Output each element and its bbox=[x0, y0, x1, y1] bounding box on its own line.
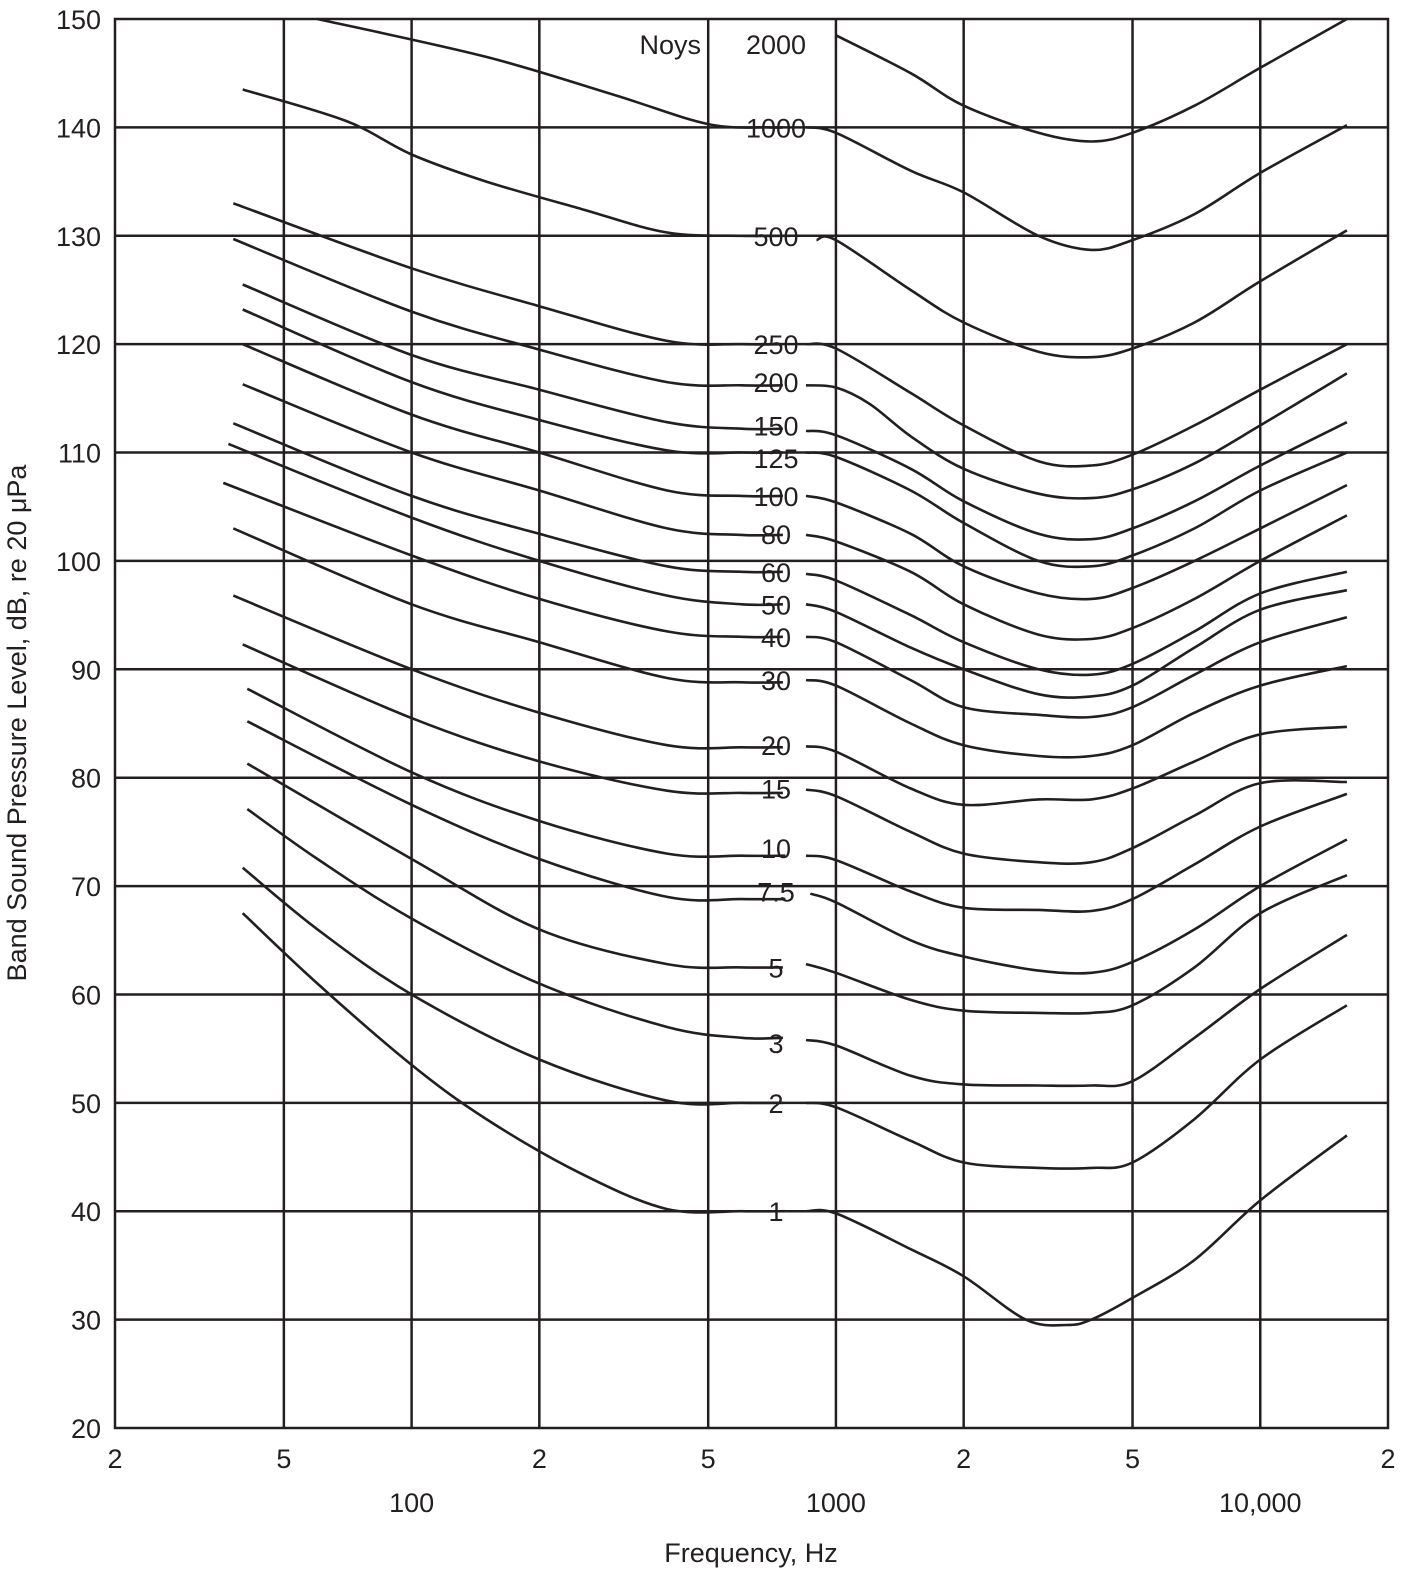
noy-curve-left-80 bbox=[242, 383, 783, 537]
y-tick-label: 110 bbox=[58, 439, 101, 469]
curve-label-15: 15 bbox=[761, 775, 791, 805]
noy-curve-left-7_5 bbox=[246, 720, 786, 902]
noy-curve-right-150 bbox=[805, 421, 1348, 541]
y-tick-label: 80 bbox=[71, 764, 101, 794]
curve-label-100: 100 bbox=[753, 482, 798, 512]
y-tick-label: 100 bbox=[56, 547, 101, 577]
noy-curve-right-100 bbox=[805, 483, 1348, 601]
curve-label-20: 20 bbox=[761, 731, 791, 761]
noy-curve-right-50 bbox=[805, 588, 1348, 699]
curve-label-1: 1 bbox=[768, 1197, 783, 1227]
curve-label-125: 125 bbox=[753, 444, 798, 474]
y-tick-label: 30 bbox=[71, 1306, 101, 1336]
noy-curve-right-60 bbox=[805, 570, 1348, 677]
noy-curve-left-60 bbox=[232, 422, 783, 574]
noy-curve-left-20 bbox=[232, 594, 783, 750]
noy-curve-right-80 bbox=[805, 514, 1348, 641]
x-tick-label: 2 bbox=[956, 1444, 971, 1474]
curve-label-40: 40 bbox=[761, 623, 791, 653]
y-tick-label: 40 bbox=[71, 1197, 101, 1227]
x-tick-label: 2 bbox=[532, 1444, 547, 1474]
curve-label-5: 5 bbox=[768, 953, 783, 983]
noy-curve-left-250 bbox=[232, 202, 783, 346]
noy-curve-right-200 bbox=[805, 372, 1348, 500]
y-tick-label: 70 bbox=[71, 872, 101, 902]
noy-curve-right-5 bbox=[805, 874, 1348, 1015]
noy-curve-left-1 bbox=[241, 912, 786, 1214]
y-tick-label: 90 bbox=[71, 655, 101, 685]
y-tick-label: 120 bbox=[56, 330, 101, 360]
curve-label-10: 10 bbox=[761, 834, 791, 864]
y-tick-label: 140 bbox=[56, 113, 101, 143]
noy-curve-left-15 bbox=[242, 643, 783, 795]
plot-frame bbox=[113, 17, 1390, 1430]
x-tick-label: 5 bbox=[276, 1444, 291, 1474]
curve-label-200: 200 bbox=[753, 368, 798, 398]
noy-curve-left-150 bbox=[242, 283, 783, 431]
y-axis-ticks: 20 30 40 50 60 70 80 90 100 110 120 130 140 150 bbox=[56, 5, 101, 1444]
x-tick-label: 5 bbox=[1125, 1444, 1140, 1474]
x-tick-label: 2 bbox=[107, 1444, 122, 1474]
noy-curve-left-200 bbox=[232, 237, 783, 388]
curve-label-50: 50 bbox=[761, 590, 791, 620]
noy-curve-right-500 bbox=[816, 229, 1348, 359]
noy-curve-right-125 bbox=[805, 451, 1348, 569]
noy-curve-right-250 bbox=[805, 342, 1348, 468]
noy-curve-right-20 bbox=[805, 725, 1348, 807]
curve-label-7_5: 7.5 bbox=[757, 877, 795, 907]
noy-curve-left-10 bbox=[246, 687, 786, 859]
x-axis-ticks: 2 5 2 5 2 5 2 100 1000 10,000 bbox=[107, 1444, 1395, 1518]
legend-title: Noys bbox=[639, 30, 701, 60]
noy-curve-right-3 bbox=[805, 933, 1348, 1088]
curve-label-60: 60 bbox=[761, 558, 791, 588]
noy-curves bbox=[222, 17, 1348, 1327]
noy-curve-right-2 bbox=[805, 1004, 1348, 1170]
curve-label-1000: 1000 bbox=[746, 113, 806, 143]
curve-label-2: 2 bbox=[768, 1089, 783, 1119]
noy-curve-right-1000 bbox=[805, 124, 1348, 252]
noy-curve-left-40 bbox=[222, 481, 783, 639]
x-decade-label: 100 bbox=[389, 1488, 434, 1518]
y-axis-title: Band Sound Pressure Level, dB, re 20 μPa bbox=[2, 464, 32, 982]
noy-curve-left-2 bbox=[241, 866, 783, 1106]
y-tick-label: 20 bbox=[71, 1414, 101, 1444]
x-decade-label: 1000 bbox=[806, 1488, 866, 1518]
noy-curve-right-7_5 bbox=[809, 838, 1348, 975]
x-axis-title: Frequency, Hz bbox=[664, 1538, 838, 1568]
noy-curve-left-30 bbox=[232, 527, 783, 684]
noy-curve-left-50 bbox=[227, 442, 783, 607]
noy-curve-right-2000 bbox=[835, 17, 1348, 143]
curve-label-500: 500 bbox=[753, 222, 798, 252]
curve-label-2000: 2000 bbox=[746, 30, 806, 60]
noy-curve-right-15 bbox=[805, 779, 1347, 865]
x-decade-label: 10,000 bbox=[1219, 1488, 1302, 1518]
noy-curve-left-500 bbox=[242, 88, 791, 238]
noy-curve-left-5 bbox=[246, 762, 783, 970]
curve-label-30: 30 bbox=[761, 666, 791, 696]
curve-labels: 2000100050025020015012510080605040302015… bbox=[746, 30, 806, 1227]
y-tick-label: 130 bbox=[56, 222, 101, 252]
noy-curve-left-100 bbox=[242, 342, 783, 498]
noy-curve-left-1000 bbox=[317, 17, 783, 129]
x-tick-label: 2 bbox=[1380, 1444, 1395, 1474]
curve-label-80: 80 bbox=[761, 520, 791, 550]
curve-label-250: 250 bbox=[753, 330, 798, 360]
noy-curve-right-1 bbox=[805, 1134, 1348, 1327]
noy-curve-left-3 bbox=[246, 808, 783, 1040]
y-tick-label: 150 bbox=[56, 5, 101, 35]
y-tick-label: 50 bbox=[71, 1089, 101, 1119]
noy-curve-right-40 bbox=[805, 616, 1348, 719]
noy-curve-left-125 bbox=[242, 308, 783, 455]
x-tick-label: 5 bbox=[701, 1444, 716, 1474]
noy-curve-right-10 bbox=[805, 792, 1348, 913]
noy-curve-right-30 bbox=[805, 664, 1348, 759]
curve-label-3: 3 bbox=[768, 1029, 783, 1059]
y-tick-label: 60 bbox=[71, 980, 101, 1010]
curve-label-150: 150 bbox=[753, 411, 798, 441]
